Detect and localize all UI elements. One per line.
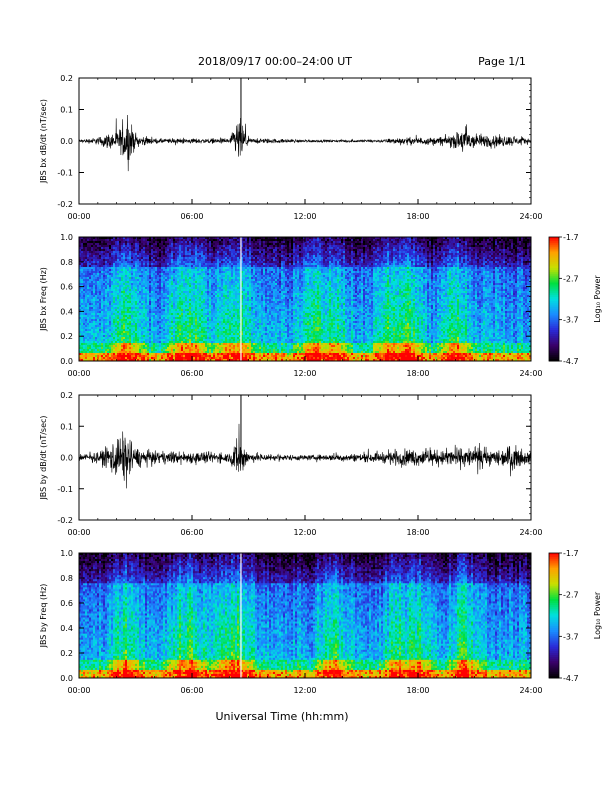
y-tick-label: 0.0 (60, 137, 73, 146)
dbdt-trace (79, 115, 531, 171)
bx-spectrogram-panel: 00:00 06:00 12:00 18:00 24:001.00.80.60.40.2… (39, 233, 543, 378)
x-tick-label: 00:00 (67, 212, 90, 221)
y-tick-label: -0.1 (57, 169, 73, 178)
x-tick-label: 24:00 (519, 212, 542, 221)
figure: 2018/09/17 00:00–24:00 UT Page 1/1 00:00… (0, 0, 612, 792)
y-tick-label: -0.2 (57, 200, 73, 209)
x-tick-label: 18:00 (406, 212, 429, 221)
x-tick-label: 12:00 (293, 212, 316, 221)
bx-timeseries-panel: 00:00 06:00 12:00 18:00 24:00 0.2 0.1 0.0 -0.1 -0… (39, 74, 543, 221)
y-tick-label: 0.1 (60, 106, 73, 115)
date-range-title: 2018/09/17 00:00–24:00 UT (198, 55, 352, 68)
y-tick-label: 0.2 (60, 74, 73, 83)
y-axis-label: JBS bx dB/dt (nT/sec) (39, 99, 48, 184)
x-tick-label: 06:00 (180, 212, 203, 221)
page-number: Page 1/1 (478, 55, 526, 68)
